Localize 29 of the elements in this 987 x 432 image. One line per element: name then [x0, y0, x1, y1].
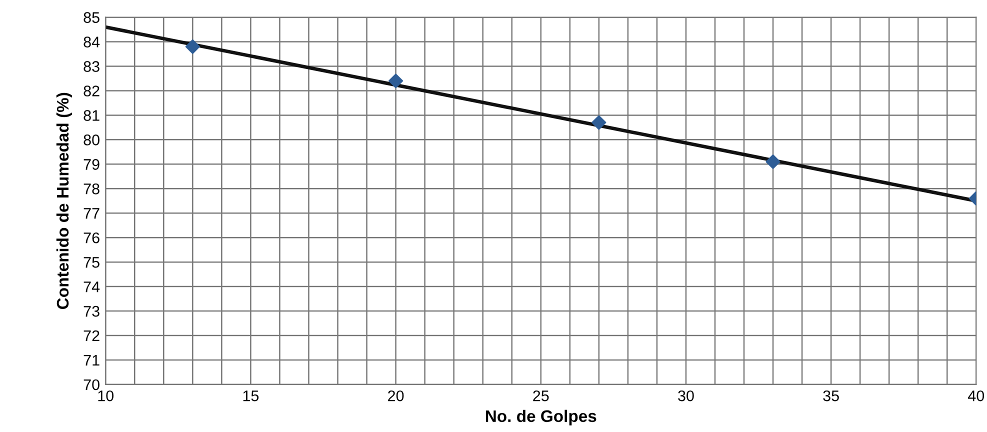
y-tick-label: 79 [84, 159, 100, 170]
x-tick-label: 15 [243, 390, 259, 402]
y-tick-label: 73 [84, 306, 100, 317]
y-tick-label: 82 [84, 86, 100, 96]
x-tick-label: 25 [533, 390, 549, 402]
y-tick-label: 76 [84, 232, 100, 244]
y-tick-label: 71 [84, 355, 100, 366]
y-tick-label: 78 [84, 184, 100, 194]
y-tick-label: 81 [84, 110, 100, 121]
point [388, 74, 404, 88]
y-tick-label: 85 [84, 12, 100, 23]
x-tick-label: 30 [678, 390, 694, 402]
point [766, 154, 780, 169]
y-tick-label: 80 [84, 134, 100, 146]
x-tick-label: 40 [968, 390, 984, 402]
y-tick-label: 83 [84, 61, 100, 72]
y-tick-label: 70 [84, 379, 100, 390]
x-tick-label: 35 [823, 390, 839, 402]
y-axis-title: Contenido de Humedad (%) [56, 92, 72, 309]
point [185, 39, 200, 54]
y-tick-label: 74 [84, 282, 100, 292]
x-tick-label: 20 [388, 390, 404, 402]
y-tick-label: 72 [84, 330, 100, 342]
x-axis-title: No. de Golpes [486, 410, 596, 426]
y-tick-label: 84 [84, 36, 100, 48]
x-tick-label: 10 [98, 390, 114, 402]
y-tick-label: 75 [84, 257, 100, 268]
y-tick-label: 77 [84, 208, 100, 219]
point [592, 115, 606, 130]
